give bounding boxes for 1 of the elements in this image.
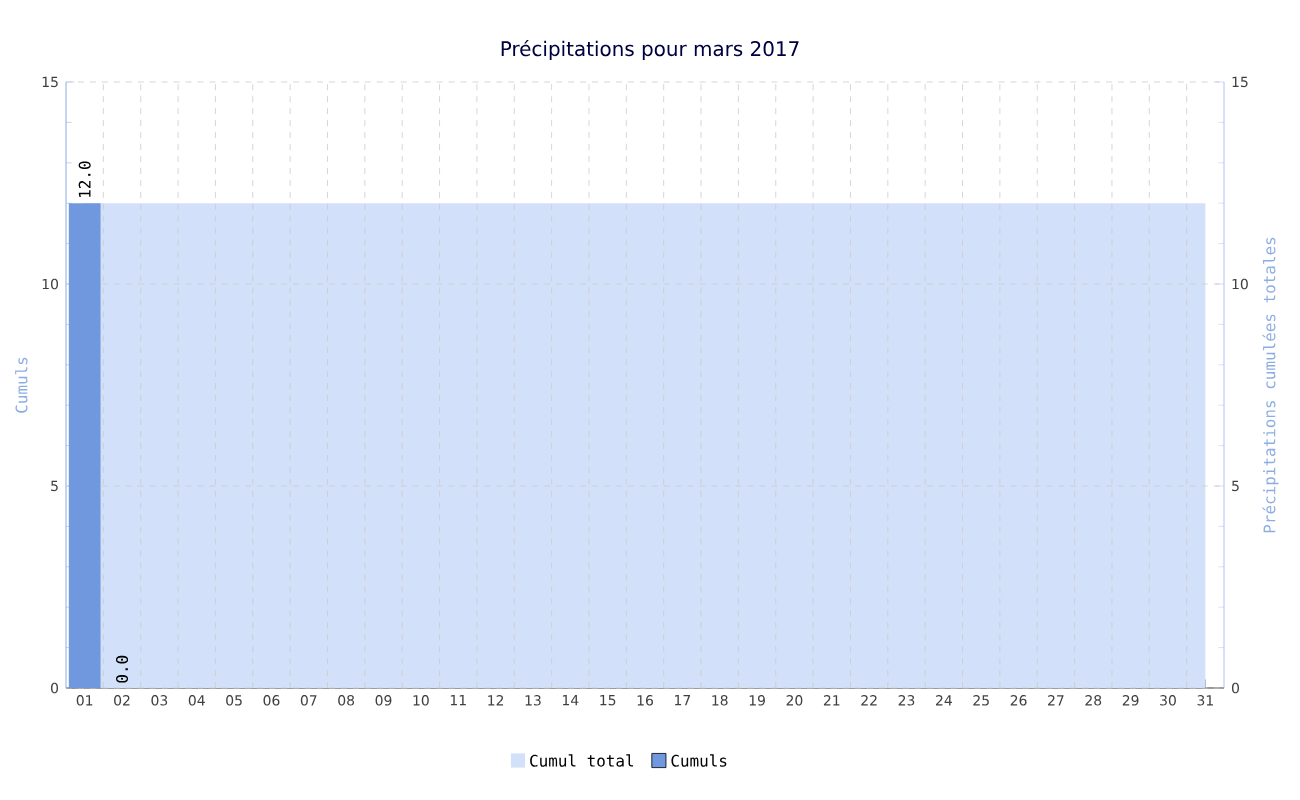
chart-title: Précipitations pour mars 2017	[501, 39, 799, 61]
